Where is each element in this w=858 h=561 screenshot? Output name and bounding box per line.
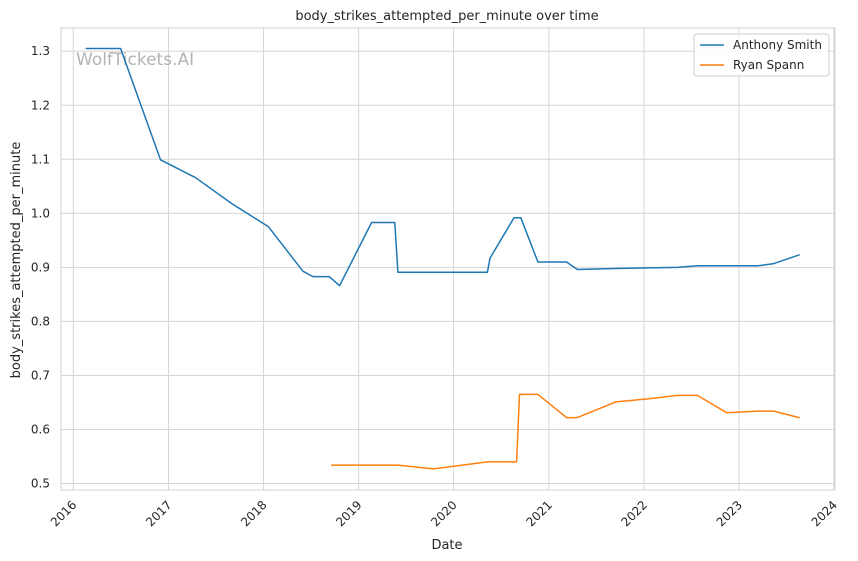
- y-tick-label: 1.2: [31, 98, 50, 112]
- legend: Anthony Smith Ryan Spann: [693, 33, 830, 77]
- y-tick-label: 0.5: [31, 477, 50, 491]
- watermark: WolfTickets.AI: [76, 50, 194, 70]
- y-axis-label: body_strikes_attempted_per_minute: [9, 142, 24, 379]
- legend-label-anthony-smith: Anthony Smith: [733, 38, 822, 52]
- y-tick-label: 0.7: [31, 368, 50, 382]
- y-tick-label: 1.0: [31, 206, 50, 220]
- legend-label-ryan-spann: Ryan Spann: [733, 58, 804, 72]
- y-tick-label: 1.1: [31, 152, 50, 166]
- y-tick-label: 0.8: [31, 314, 50, 328]
- x-axis-label: Date: [431, 538, 462, 553]
- series-line-ryan-spann: [331, 393, 800, 470]
- y-tick-label: 0.6: [31, 422, 50, 436]
- y-tick-label: 1.3: [31, 44, 50, 58]
- x-axis: 2016 2017 2018 2019 2020 2021 2022 2023 2024: [48, 498, 840, 529]
- series-line-anthony-smith: [85, 47, 800, 287]
- series-layer: [85, 47, 800, 470]
- legend-box: [693, 33, 830, 77]
- y-tick-label: 0.9: [31, 260, 50, 274]
- y-axis: 0.5 0.6 0.7 0.8 0.9 1.0 1.1 1.2 1.3: [31, 44, 50, 490]
- chart-title: body_strikes_attempted_per_minute over t…: [295, 9, 598, 24]
- plot-area: [61, 28, 835, 490]
- grid-lines: [61, 28, 835, 490]
- plot-frame: [60, 27, 836, 491]
